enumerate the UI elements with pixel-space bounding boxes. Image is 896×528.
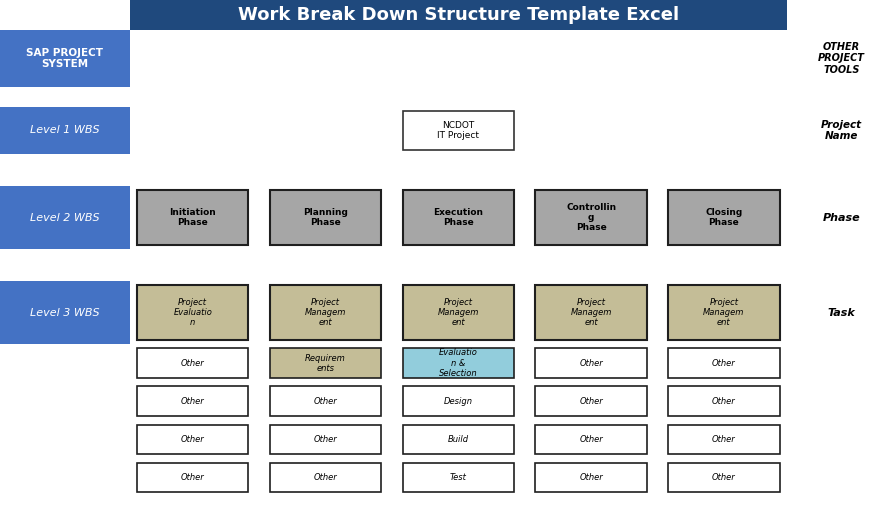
Bar bbox=[787, 186, 896, 249]
Text: Project
Name: Project Name bbox=[821, 120, 862, 141]
Bar bbox=[137, 425, 248, 454]
Text: Project
Managem
ent: Project Managem ent bbox=[703, 298, 745, 327]
Bar bbox=[402, 190, 514, 245]
Text: Execution
Phase: Execution Phase bbox=[434, 208, 483, 227]
Text: Closing
Phase: Closing Phase bbox=[705, 208, 743, 227]
Bar bbox=[402, 463, 514, 492]
Bar bbox=[402, 111, 514, 150]
Text: Other: Other bbox=[712, 397, 736, 406]
Bar bbox=[668, 386, 780, 416]
Text: Planning
Phase: Planning Phase bbox=[303, 208, 348, 227]
Bar bbox=[536, 190, 647, 245]
Bar bbox=[536, 348, 647, 378]
Text: Other: Other bbox=[314, 473, 338, 482]
Text: Requirem
ents: Requirem ents bbox=[306, 354, 346, 373]
Bar bbox=[787, 107, 896, 154]
Bar bbox=[137, 348, 248, 378]
Bar bbox=[0, 30, 130, 87]
Bar bbox=[270, 463, 381, 492]
Text: Other: Other bbox=[712, 435, 736, 444]
Bar bbox=[137, 190, 248, 245]
Bar bbox=[787, 281, 896, 344]
Text: Level 2 WBS: Level 2 WBS bbox=[30, 213, 99, 222]
Bar bbox=[137, 386, 248, 416]
Text: Test: Test bbox=[450, 473, 467, 482]
Bar bbox=[0, 186, 130, 249]
Text: Other: Other bbox=[181, 359, 204, 368]
Bar bbox=[536, 386, 647, 416]
Bar bbox=[402, 425, 514, 454]
Bar bbox=[0, 281, 130, 344]
Bar bbox=[270, 348, 381, 378]
Text: Other: Other bbox=[181, 397, 204, 406]
Text: Other: Other bbox=[579, 435, 603, 444]
Text: SAP PROJECT
SYSTEM: SAP PROJECT SYSTEM bbox=[27, 48, 103, 69]
Bar bbox=[668, 348, 780, 378]
Bar bbox=[130, 0, 787, 30]
Bar bbox=[536, 425, 647, 454]
Text: OTHER
PROJECT
TOOLS: OTHER PROJECT TOOLS bbox=[818, 42, 865, 75]
Text: Other: Other bbox=[181, 435, 204, 444]
Bar bbox=[536, 285, 647, 340]
Bar bbox=[0, 107, 130, 154]
Text: Phase: Phase bbox=[823, 213, 860, 222]
Text: Controllin
g
Phase: Controllin g Phase bbox=[566, 203, 616, 232]
Bar bbox=[668, 463, 780, 492]
Bar bbox=[402, 386, 514, 416]
Bar bbox=[137, 463, 248, 492]
Bar bbox=[270, 425, 381, 454]
Text: Other: Other bbox=[579, 397, 603, 406]
Text: Work Break Down Structure Template Excel: Work Break Down Structure Template Excel bbox=[237, 6, 679, 24]
Bar bbox=[270, 190, 381, 245]
Text: Project
Evaluatio
n: Project Evaluatio n bbox=[173, 298, 212, 327]
Text: Build: Build bbox=[448, 435, 469, 444]
Bar bbox=[787, 30, 896, 87]
Text: Other: Other bbox=[579, 359, 603, 368]
Text: Project
Managem
ent: Project Managem ent bbox=[437, 298, 479, 327]
Text: Task: Task bbox=[828, 308, 855, 317]
Bar bbox=[402, 348, 514, 378]
Bar bbox=[668, 425, 780, 454]
Text: Level 1 WBS: Level 1 WBS bbox=[30, 126, 99, 135]
Text: Design: Design bbox=[444, 397, 473, 406]
Bar bbox=[270, 285, 381, 340]
Bar bbox=[668, 190, 780, 245]
Text: Project
Managem
ent: Project Managem ent bbox=[571, 298, 612, 327]
Text: Other: Other bbox=[181, 473, 204, 482]
Text: NCDOT
IT Project: NCDOT IT Project bbox=[437, 121, 479, 140]
Text: Initiation
Phase: Initiation Phase bbox=[169, 208, 216, 227]
Text: Other: Other bbox=[712, 473, 736, 482]
Bar bbox=[668, 285, 780, 340]
Text: Other: Other bbox=[712, 359, 736, 368]
Text: Other: Other bbox=[314, 435, 338, 444]
Bar bbox=[402, 285, 514, 340]
Bar bbox=[270, 386, 381, 416]
Text: Evaluatio
n &
Selection: Evaluatio n & Selection bbox=[439, 348, 478, 378]
Bar bbox=[536, 463, 647, 492]
Text: Other: Other bbox=[314, 397, 338, 406]
Bar bbox=[137, 285, 248, 340]
Text: Level 3 WBS: Level 3 WBS bbox=[30, 308, 99, 317]
Text: Project
Managem
ent: Project Managem ent bbox=[305, 298, 346, 327]
Text: Other: Other bbox=[579, 473, 603, 482]
